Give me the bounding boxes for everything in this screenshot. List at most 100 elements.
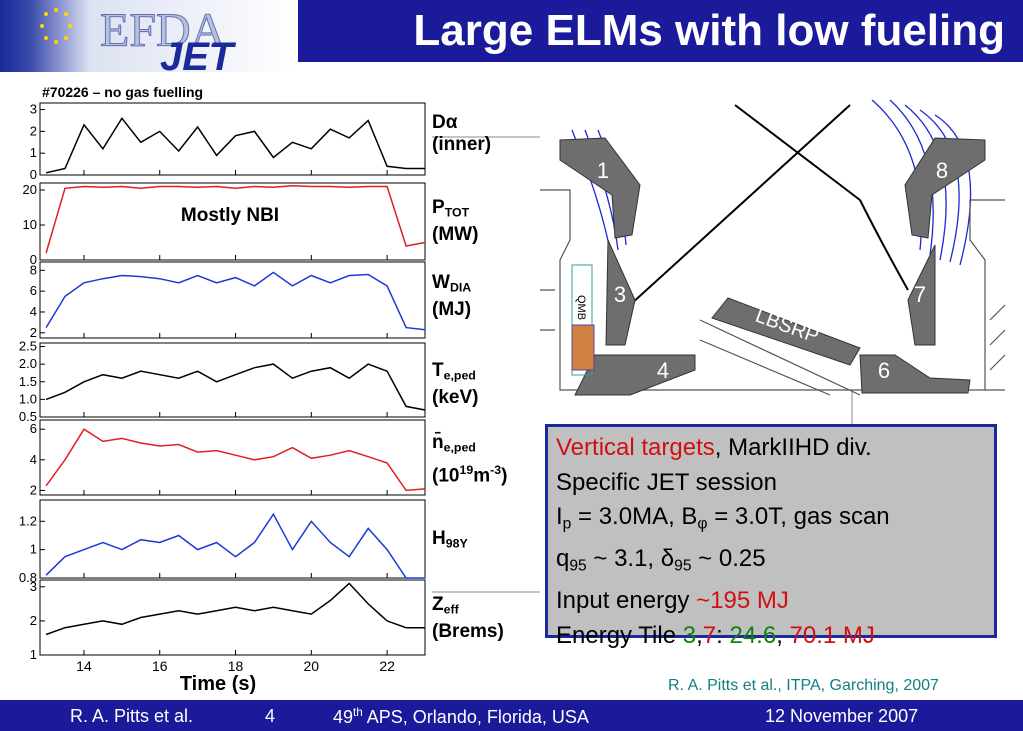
y-tick-label: 1.2: [19, 513, 37, 528]
text-run: DIA: [449, 280, 472, 295]
y-tick-label: 1.0: [19, 391, 37, 406]
info-line: Input energy ~195 MJ: [556, 584, 986, 619]
y-label-name: H98Y: [432, 528, 468, 555]
text-run: n̄: [432, 432, 444, 453]
trace: [45, 512, 425, 579]
logo-jet: JET: [160, 35, 237, 79]
y-label-unit: (MJ): [432, 299, 471, 321]
footer-page: 4: [265, 706, 276, 726]
eu-stars: [40, 8, 72, 44]
info-line: Ip = 3.0MA, Bφ = 3.0T, gas scan: [556, 500, 986, 542]
info-line: q95 ~ 3.1, δ95 ~ 0.25: [556, 542, 986, 584]
y-tick-label: 8: [30, 262, 37, 277]
text-run: 7: [702, 621, 717, 649]
y-tick-label: 6: [30, 283, 37, 298]
text-run: 49: [333, 707, 354, 728]
y-label: PTOT (MW): [432, 197, 478, 246]
y-label-unit: (MW): [432, 224, 478, 246]
panel-frame: [39, 499, 426, 579]
footer: R. A. Pitts et al. 4 49th APS, Orlando, …: [0, 700, 1023, 731]
y-label: n̄e,ped (1019m-3): [432, 432, 507, 487]
tile-label: 6: [878, 358, 890, 383]
y-label-name: WDIA: [432, 272, 471, 299]
logo-efda: EFDA: [100, 4, 226, 57]
y-tick-label: 1: [30, 145, 37, 160]
separatrix: [629, 104, 909, 306]
y-tick-label: 2.0: [19, 356, 37, 371]
text-run: eff: [443, 602, 459, 617]
text-run: th: [353, 706, 363, 719]
y-label-unit: (1019m-3): [432, 459, 507, 487]
divertor-diagram: [540, 99, 1006, 396]
y-label: Te,ped (keV): [432, 360, 478, 409]
y-tick-label: 2.5: [19, 339, 37, 354]
x-axis-label: Time (s): [180, 673, 256, 695]
y-label-name: Te,ped: [432, 360, 478, 387]
logo-background: [0, 0, 300, 72]
annotation: Mostly NBI: [181, 205, 279, 226]
y-label: H98Y: [432, 528, 468, 555]
tile-label: 7: [914, 282, 926, 307]
text-run: = 3.0T, gas scan: [707, 503, 890, 530]
trace: [45, 116, 425, 174]
text-run: e,ped: [443, 368, 476, 383]
y-label-name: Dα: [432, 112, 491, 134]
text-run: 70.1 MJ: [789, 621, 875, 649]
panel-frame: [39, 261, 426, 339]
title-bar: [298, 0, 1023, 62]
text-run: Energy Tile: [556, 621, 683, 649]
y-label: WDIA (MJ): [432, 272, 471, 321]
text-run: q: [556, 545, 570, 573]
text-run: m: [473, 465, 491, 487]
text-run: Specific JET session: [556, 468, 777, 496]
trace: [45, 363, 426, 411]
text-run: W: [432, 272, 450, 293]
citation: R. A. Pitts et al., ITPA, Garching, 2007: [668, 677, 939, 694]
text-run: H: [432, 528, 446, 549]
text-run: = 3.0MA, B: [571, 503, 698, 530]
x-tick-label: 18: [228, 658, 244, 674]
y-tick-label: 6: [30, 421, 37, 436]
text-run: 95: [569, 557, 587, 575]
footer-author: R. A. Pitts et al.: [70, 706, 194, 726]
text-run: 24.6: [729, 621, 777, 649]
y-tick-label: 3: [30, 579, 37, 594]
slide-title: Large ELMs with low fueling: [413, 6, 1005, 55]
y-tick-label: 2: [30, 482, 37, 497]
info-line: Specific JET session: [556, 466, 986, 501]
text-run: (keV): [432, 386, 479, 408]
tile-label: 8: [936, 158, 948, 183]
y-tick-label: 1: [30, 542, 37, 557]
trace: [45, 271, 426, 331]
y-tick-label: 4: [30, 304, 37, 319]
text-run: e,ped: [443, 440, 476, 455]
y-tick-label: 0: [30, 167, 37, 182]
x-tick-label: 16: [152, 658, 168, 674]
y-tick-label: 1.5: [19, 374, 37, 389]
y-tick-label: 20: [23, 182, 37, 197]
panel-frame: [39, 342, 426, 418]
y-label-unit: (keV): [432, 387, 478, 409]
text-run: Input energy: [556, 587, 697, 615]
footer-event: 49th APS, Orlando, Florida, USA: [333, 706, 589, 728]
trace: [45, 428, 426, 492]
tile-label: 4: [657, 358, 669, 383]
text-run: 95: [674, 557, 692, 575]
y-label-unit: (inner): [432, 134, 491, 156]
tile-label: 1: [597, 158, 609, 183]
y-label-name: PTOT: [432, 197, 478, 224]
text-run: (MW): [432, 223, 479, 245]
tile-label: 3: [614, 282, 626, 307]
text-run: (Brems): [432, 620, 504, 642]
text-run: -3: [490, 462, 502, 477]
y-tick-label: 2: [30, 123, 37, 138]
text-run: φ: [697, 515, 708, 533]
y-label-name: n̄e,ped: [432, 432, 507, 459]
trace: [45, 582, 425, 636]
text-run: T: [432, 360, 444, 381]
y-tick-label: 2: [30, 613, 37, 628]
x-tick-label: 22: [379, 658, 395, 674]
text-run: Z: [432, 594, 444, 615]
trace: [45, 185, 426, 254]
